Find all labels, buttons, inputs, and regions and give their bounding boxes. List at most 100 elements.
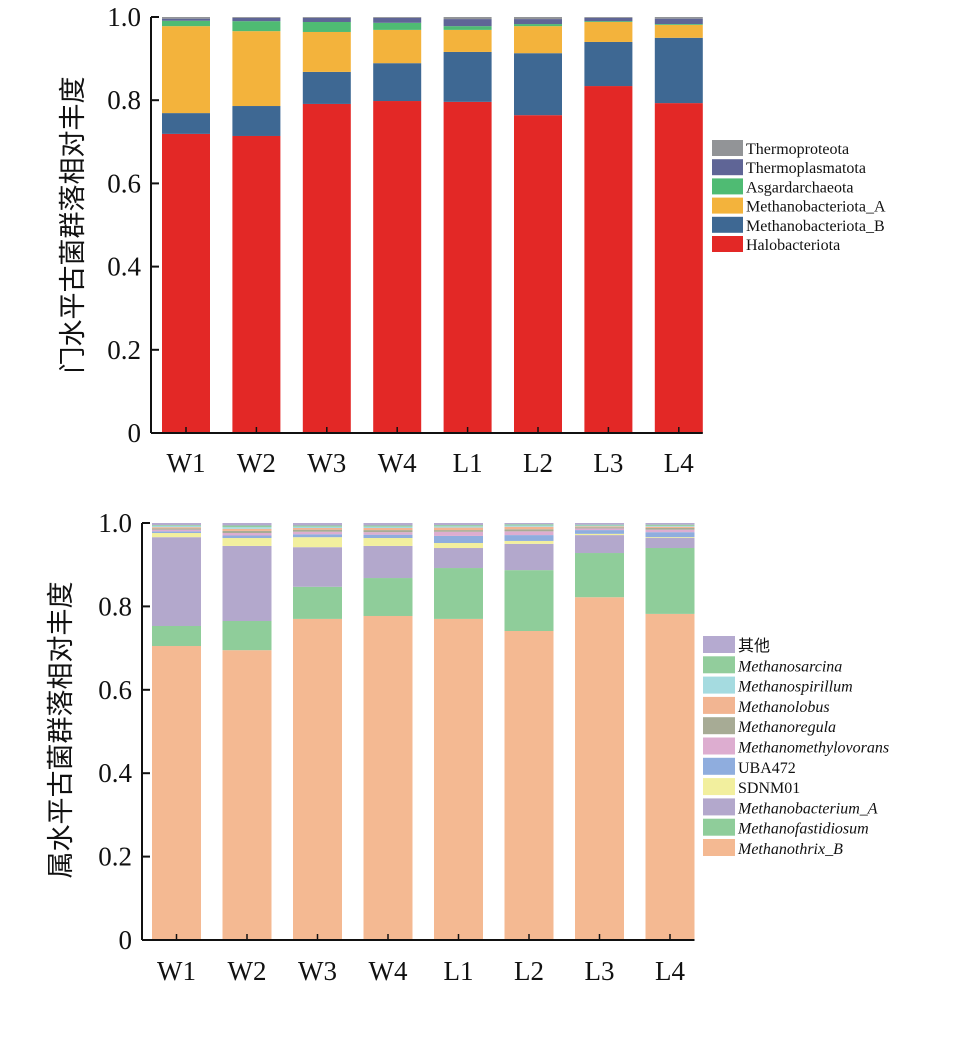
bar-segment-L4- xyxy=(645,523,695,525)
y-tick-label: 0.2 xyxy=(107,335,141,365)
bar-segment-W3-Methanofastidiosum xyxy=(293,586,342,619)
bar-segment-W2-Methanothrix_B xyxy=(222,650,272,940)
bar-segment-W1-Asgardarchaeota xyxy=(162,20,210,27)
bar-segment-W1-Methanoregula xyxy=(152,528,201,530)
bar-segment-W4-Methanosarcina xyxy=(363,525,413,527)
legend-item: Methanofastidiosum xyxy=(703,818,869,838)
legend-label: Methanobacterium_A xyxy=(737,800,878,817)
legend-swatch xyxy=(703,839,735,856)
x-tick-label: W3 xyxy=(298,956,337,986)
legend-label: Thermoplasmatota xyxy=(746,160,866,177)
bar-stack-L1 xyxy=(443,17,492,433)
legend-swatch xyxy=(703,757,735,775)
bar-segment-W4-Methanofastidiosum xyxy=(363,578,413,616)
bar-segment-L2- xyxy=(504,523,554,525)
legend-swatch xyxy=(703,656,735,674)
legend-item: Methanobacterium_A xyxy=(703,798,878,817)
bar-segment-W4-Thermoplasmatota xyxy=(373,17,422,23)
y-axis-label: 门水平古菌群落相对丰度 xyxy=(58,77,88,374)
bar-stack-L2 xyxy=(504,523,554,940)
bar-segment-L4-SDNM01 xyxy=(645,537,695,539)
bar-segment-L2-Methanothrix_B xyxy=(504,631,554,940)
bar-segment-W4-UBA472 xyxy=(363,534,413,539)
legend-label: SDNM01 xyxy=(738,780,800,797)
legend-label: Halobacteriota xyxy=(746,237,840,254)
bar-segment-W4-Methanobacteriota_B xyxy=(373,63,422,102)
bar-segment-W4-Methanoregula xyxy=(363,530,413,533)
bar-segment-L1-Methanomethylovorans xyxy=(434,531,483,536)
bar-segment-L2-Halobacteriota xyxy=(514,115,562,434)
bar-segment-W1-Methanomethylovorans xyxy=(152,529,201,532)
legend-label: Methanothrix_B xyxy=(737,841,843,858)
bar-segment-L3-Thermoproteota xyxy=(584,17,633,18)
bar-stack-W1 xyxy=(152,523,201,940)
bar-stack-L2 xyxy=(514,17,562,434)
bar-segment-W1-Methanolobus xyxy=(152,527,201,529)
legend-item: Asgardarchaeota xyxy=(712,178,854,196)
bar-segment-W2-Thermoproteota xyxy=(232,17,281,18)
bar-segment-L3-Methanoregula xyxy=(575,527,624,529)
x-tick-label: W3 xyxy=(307,448,346,478)
bar-segment-L4-UBA472 xyxy=(645,532,695,538)
legend-swatch xyxy=(703,778,735,796)
bar-stack-L4 xyxy=(654,17,703,433)
bar-segment-W4-Thermoproteota xyxy=(373,17,422,18)
bar-stack-L4 xyxy=(645,523,695,940)
y-tick-label: 1.0 xyxy=(107,2,141,32)
legend-item: Methanolobus xyxy=(703,696,830,716)
legend-label: Methanobacteriota_A xyxy=(746,199,886,216)
bar-segment-L1-Thermoplasmatota xyxy=(443,19,492,27)
bar-segment-L1-Methanobacteriota_A xyxy=(443,29,492,52)
phylum-chart: W1 W2 W3 W4 L1 L2 L3 L4 0 0.2 0.4 0.6 0.8 1.0 门水平古菌群落相… xyxy=(58,2,886,478)
bar-segment-W1-Methanofastidiosum xyxy=(152,625,201,647)
bar-segment-W1- xyxy=(152,523,201,526)
legend-item: Halobacteriota xyxy=(712,236,840,254)
bar-segment-L2-Thermoplasmatota xyxy=(514,19,562,25)
x-tick-label: L1 xyxy=(444,956,474,986)
legend-item: UBA472 xyxy=(703,757,796,777)
bar-segment-L1-Halobacteriota xyxy=(443,101,492,433)
legend: 其他 Methanosarcina Methanospirillum Methanol… xyxy=(703,636,889,858)
legend-swatch xyxy=(703,798,735,816)
bar-stack-W3 xyxy=(293,523,342,940)
legend-item: Methanothrix_B xyxy=(703,839,843,858)
legend-label: Methanosarcina xyxy=(737,658,842,675)
bar-segment-W3-Asgardarchaeota xyxy=(302,21,351,32)
x-tick-label: W2 xyxy=(228,956,267,986)
legend-swatch xyxy=(703,676,735,694)
bar-segment-W4-Methanothrix_B xyxy=(363,615,413,940)
bar-segment-W3-SDNM01 xyxy=(293,537,342,548)
y-tick-label: 0.4 xyxy=(107,252,141,282)
bar-segment-W3-Methanobacterium_A xyxy=(293,547,342,587)
legend-swatch xyxy=(703,717,735,735)
x-tick-label: L4 xyxy=(664,448,694,478)
legend-swatch xyxy=(712,236,743,252)
y-tick-label: 0.6 xyxy=(107,168,141,198)
legend-label: Methanolobus xyxy=(737,699,830,716)
bar-segment-L2-Methanosarcina xyxy=(504,524,554,526)
bar-segment-L1-Methanobacterium_A xyxy=(434,548,483,569)
bar-segment-L1-Methanobacteriota_B xyxy=(443,51,492,102)
y-tick-label: 0.8 xyxy=(107,85,141,115)
legend-item: Thermoplasmatota xyxy=(712,159,866,177)
bar-segment-L4-Methanomethylovorans xyxy=(645,529,695,533)
y-tick-label: 0.2 xyxy=(98,842,132,872)
legend-label: Thermoproteota xyxy=(746,141,849,158)
y-tick-label: 0 xyxy=(119,925,133,955)
bar-segment-L4-Thermoproteota xyxy=(654,17,703,19)
bar-segment-W4- xyxy=(363,523,413,526)
bar-segment-L4-Methanobacteriota_B xyxy=(654,37,703,104)
bar-segment-W2-Halobacteriota xyxy=(232,135,281,433)
bar-segment-W3-Methanobacteriota_A xyxy=(302,31,351,72)
x-tick-label: W2 xyxy=(237,448,276,478)
bar-segment-L4-Methanobacteriota_A xyxy=(654,24,703,38)
bar-segment-L2-Methanoregula xyxy=(504,529,554,532)
x-tick-label: L3 xyxy=(585,956,615,986)
bar-segment-W3-UBA472 xyxy=(293,534,342,538)
bar-segment-L3-Thermoplasmatota xyxy=(584,17,633,22)
bar-segment-L1-UBA472 xyxy=(434,535,483,544)
legend-swatch xyxy=(703,737,735,755)
bar-segment-W3-Thermoplasmatota xyxy=(302,17,351,22)
legend-swatch xyxy=(712,159,743,176)
bar-segment-W2-Thermoplasmatota xyxy=(232,17,281,22)
